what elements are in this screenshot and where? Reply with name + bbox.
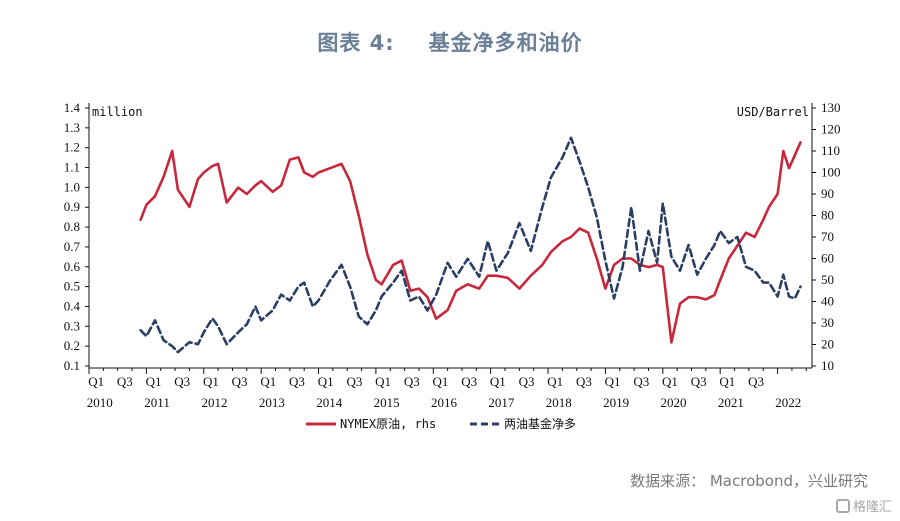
right-tick-label: 50: [821, 272, 834, 287]
x-quarter-label: Q3: [633, 374, 649, 389]
x-quarter-label: Q3: [117, 374, 133, 389]
x-quarter-label: Q1: [375, 374, 391, 389]
x-quarter-label: Q3: [346, 374, 362, 389]
x-year-label: 2018: [546, 395, 572, 410]
x-quarter-label: Q1: [88, 374, 104, 389]
legend: NYMEX原油, rhs 两油基金净多: [306, 416, 576, 431]
series-line-net-long: [139, 136, 802, 354]
left-tick-label: 1.4: [64, 100, 81, 115]
x-year-label: 2011: [144, 395, 170, 410]
x-quarter-label: Q1: [490, 374, 506, 389]
left-tick-label: 1.2: [64, 140, 80, 155]
right-axis-unit: USD/Barrel: [737, 105, 809, 119]
x-quarter-label: Q1: [203, 374, 219, 389]
x-quarter-label: Q3: [174, 374, 190, 389]
x-year-label: 2020: [661, 395, 687, 410]
x-year-label: 2010: [87, 395, 113, 410]
legend-label-crude: NYMEX原油, rhs: [340, 417, 436, 431]
x-year-label: 2014: [316, 395, 343, 410]
x-year-label: 2017: [488, 395, 515, 410]
x-quarter-label: Q3: [461, 374, 477, 389]
title-prefix: 图表 4:: [317, 31, 395, 55]
x-year-label: 2012: [201, 395, 227, 410]
x-quarter-label: Q1: [433, 374, 449, 389]
left-tick-label: 1.1: [64, 160, 80, 175]
right-tick-label: 30: [821, 315, 834, 330]
left-tick-label: 0.5: [64, 279, 80, 294]
watermark: 格隆汇: [835, 496, 892, 515]
left-axis-unit: million: [92, 105, 143, 119]
x-quarter-label: Q3: [289, 374, 305, 389]
right-tick-label: 100: [821, 165, 841, 180]
left-tick-label: 0.3: [64, 318, 80, 333]
right-tick-label: 10: [821, 358, 834, 373]
right-tick-label: 90: [821, 186, 834, 201]
title-main: 基金净多和油价: [428, 31, 583, 55]
x-quarter-label: Q3: [404, 374, 420, 389]
right-tick-label: 80: [821, 208, 834, 223]
watermark-logo-icon: [835, 498, 850, 513]
x-quarter-label: Q1: [547, 374, 563, 389]
x-quarter-label: Q1: [260, 374, 276, 389]
right-tick-label: 70: [821, 229, 834, 244]
chart-title: 图表 4: 基金净多和油价: [0, 27, 900, 57]
left-tick-label: 1.3: [64, 120, 80, 135]
left-tick-label: 0.4: [64, 298, 81, 313]
right-tick-label: 120: [821, 122, 841, 137]
x-quarter-label: Q3: [232, 374, 248, 389]
x-quarter-label: Q1: [318, 374, 334, 389]
x-quarter-label: Q1: [605, 374, 621, 389]
x-quarter-label: Q1: [662, 374, 678, 389]
x-quarter-label: Q1: [719, 374, 735, 389]
left-axis-ticks: 0.1 0.2 0.3 0.4 0.5 0.6 0.7 0.8 0.9 1.0 1.1 1.2 1.3 1…: [64, 100, 89, 373]
x-quarter-label: Q1: [146, 374, 162, 389]
left-tick-label: 0.1: [64, 358, 80, 373]
left-tick-label: 0.7: [64, 239, 81, 254]
x-year-label: 2019: [603, 395, 629, 410]
x-quarter-label: Q3: [519, 374, 535, 389]
plot-frame: [88, 103, 813, 369]
x-year-label: 2021: [718, 395, 744, 410]
legend-label-net-long: 两油基金净多: [504, 416, 576, 431]
x-quarter-label: Q3: [748, 374, 764, 389]
x-quarter-label: Q3: [691, 374, 707, 389]
left-tick-label: 0.2: [64, 338, 80, 353]
left-tick-label: 0.8: [64, 219, 80, 234]
right-axis-ticks: 10 20 30 40 50 60 70 80 90 100 110 120 130: [812, 100, 841, 373]
right-tick-label: 130: [821, 100, 841, 115]
x-year-label: 2016: [431, 395, 458, 410]
watermark-text: 格隆汇: [852, 500, 892, 515]
left-tick-label: 0.9: [64, 199, 80, 214]
x-year-label: 2013: [259, 395, 285, 410]
series-line-crude-price: [139, 141, 802, 344]
x-quarter-label: Q3: [576, 374, 592, 389]
series-layer: [139, 136, 802, 354]
right-tick-label: 20: [821, 337, 834, 352]
x-year-label: 2022: [775, 395, 801, 410]
right-tick-label: 40: [821, 294, 834, 309]
left-tick-label: 0.6: [64, 259, 81, 274]
left-tick-label: 1.0: [64, 179, 80, 194]
right-tick-label: 110: [821, 143, 840, 158]
right-tick-label: 60: [821, 251, 834, 266]
x-axis-ticks: Q1 Q3 Q1 Q3 Q1 Q3 Q1 Q3 Q1 Q3 Q1 Q3 Q1 Q3 Q1 Q3 Q1 Q3 Q1 Q3…: [87, 368, 807, 410]
x-year-label: 2015: [374, 395, 400, 410]
source-note: 数据来源： Macrobond，兴业研究: [630, 472, 868, 490]
